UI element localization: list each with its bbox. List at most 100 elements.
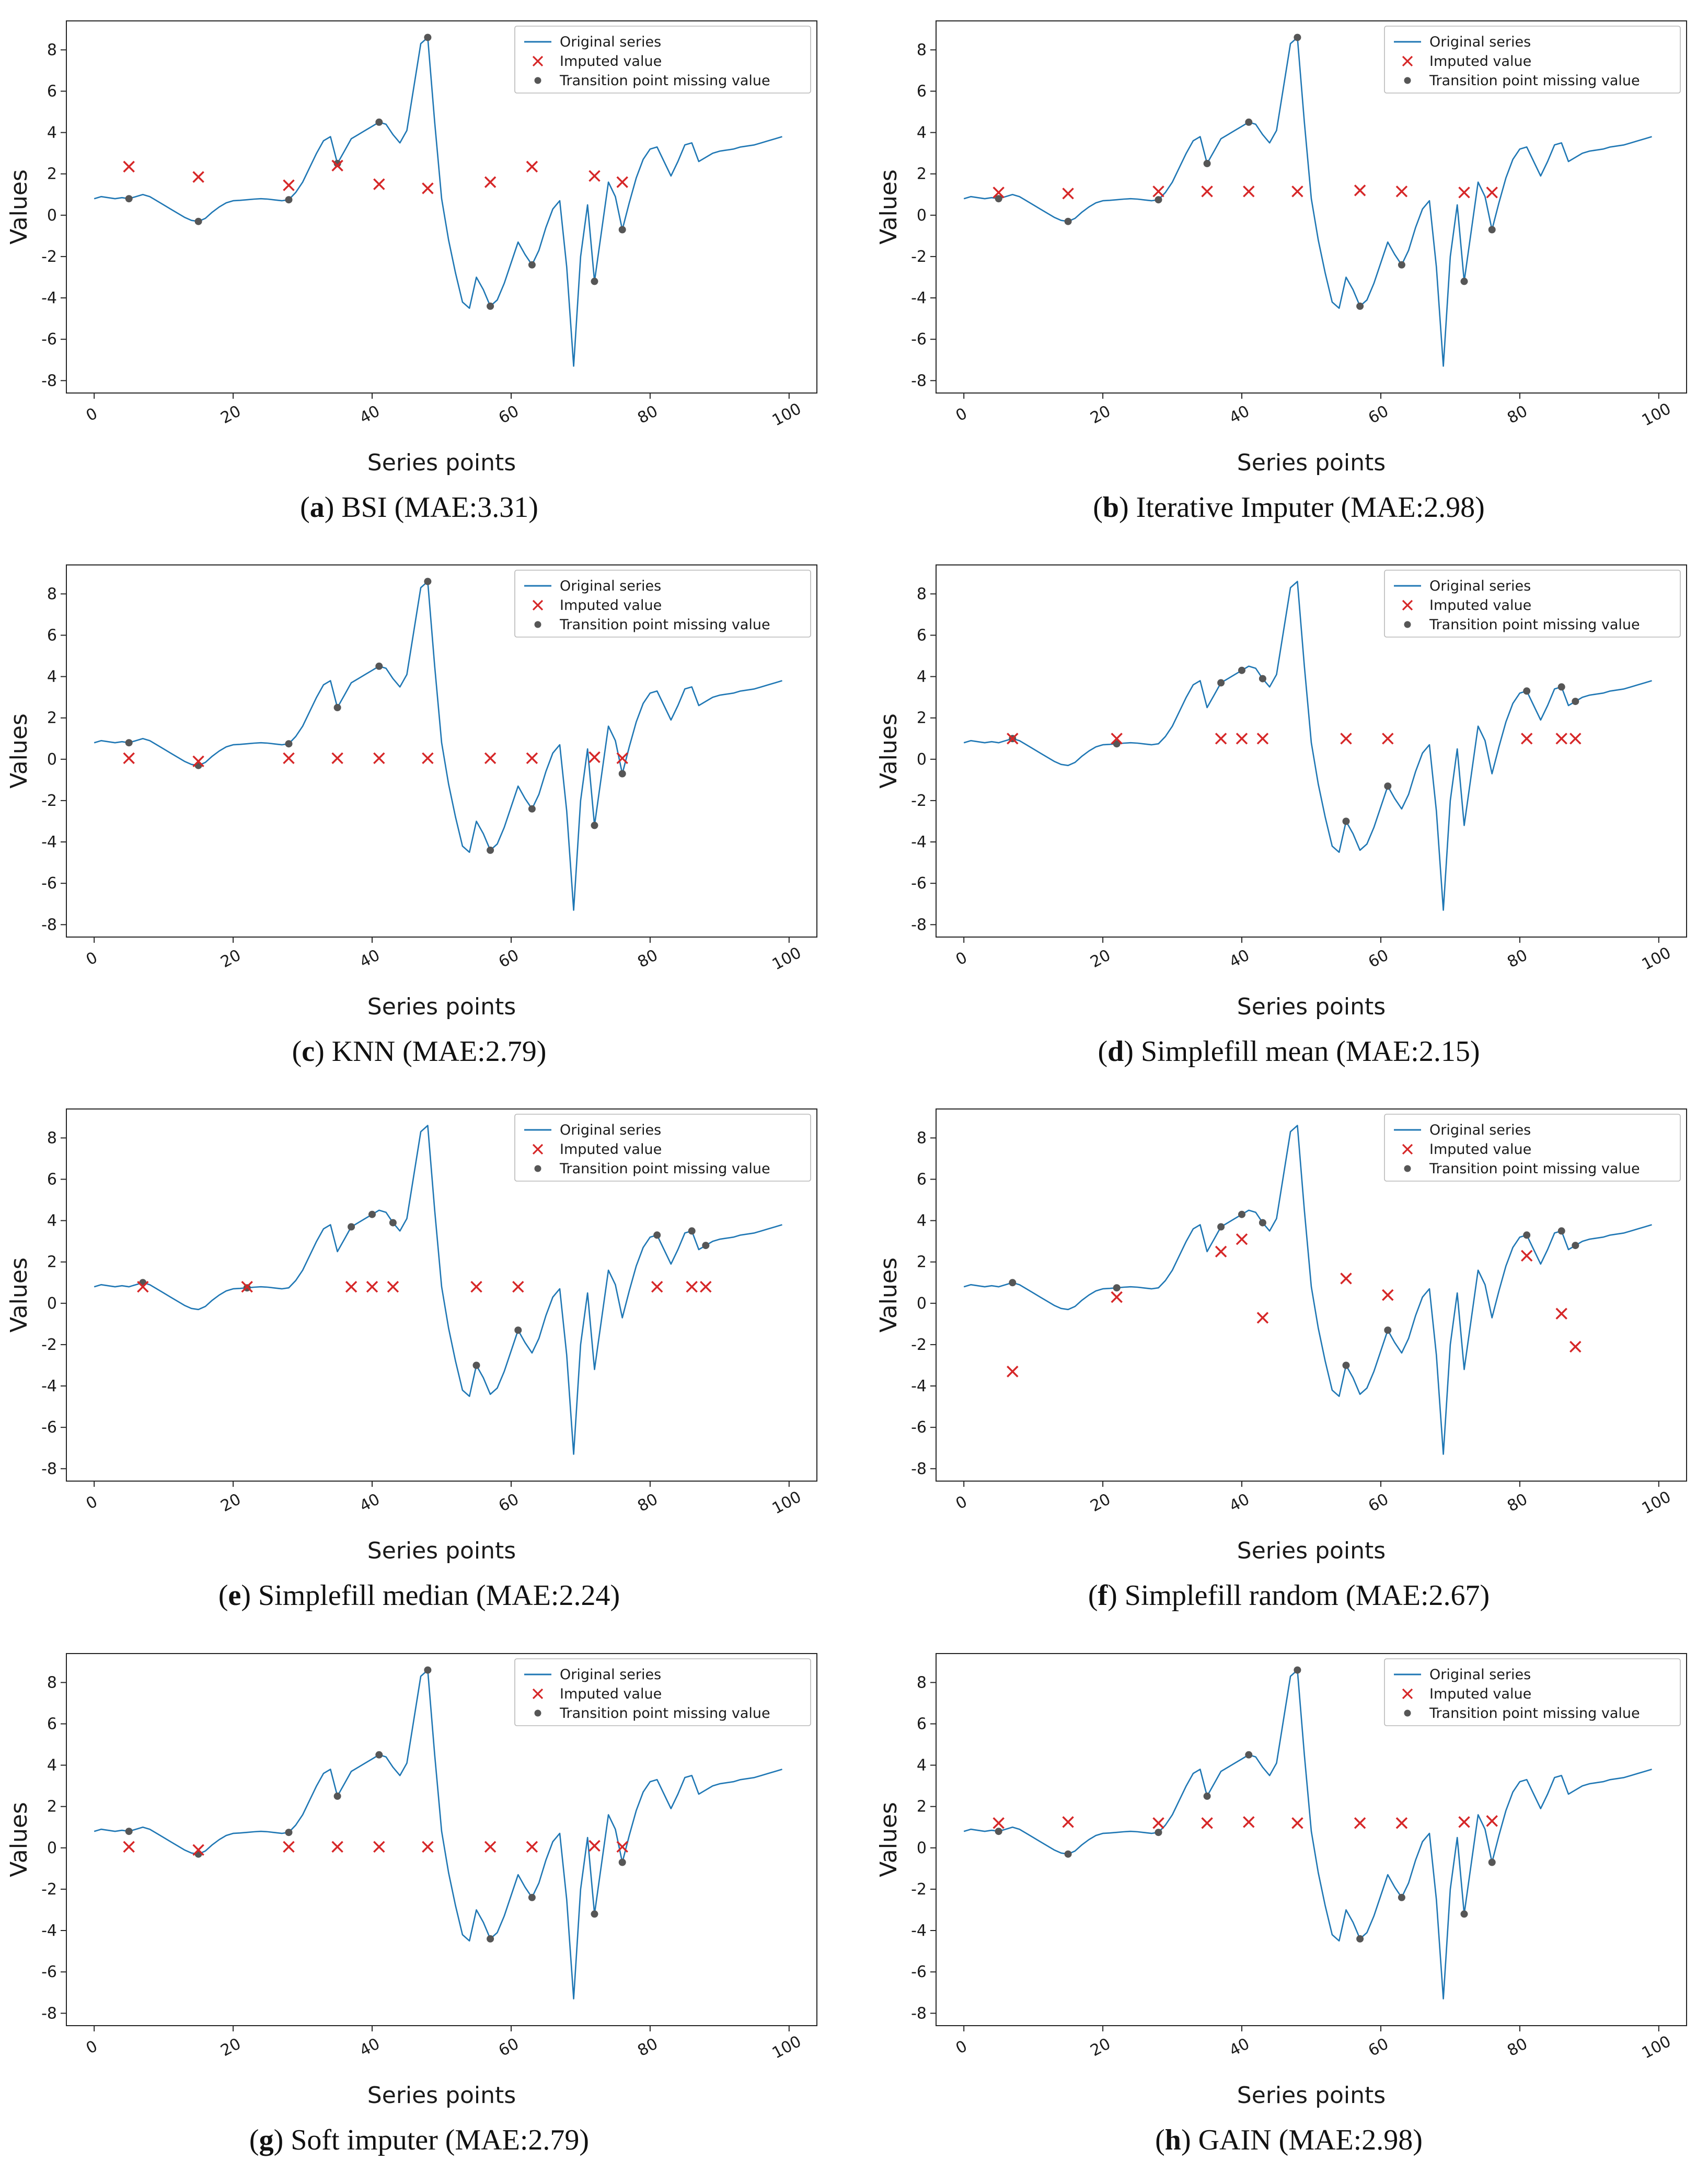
x-axis-ticks: 0 20 40 60 80 100 bbox=[83, 937, 804, 974]
caption-letter: b bbox=[1093, 491, 1128, 524]
caption-text: GAIN (MAE:2.98) bbox=[1198, 2123, 1423, 2156]
svg-text:-6: -6 bbox=[911, 1963, 927, 1981]
svg-text:100: 100 bbox=[769, 2032, 804, 2062]
x-axis-ticks: 0 20 40 60 80 100 bbox=[953, 1481, 1674, 1518]
svg-text:80: 80 bbox=[634, 402, 661, 427]
y-axis-label: Values bbox=[878, 169, 902, 245]
svg-text:40: 40 bbox=[356, 402, 383, 427]
svg-text:20: 20 bbox=[218, 402, 244, 427]
x-axis-label: Series points bbox=[367, 993, 516, 1020]
svg-text:0: 0 bbox=[47, 1295, 57, 1313]
caption-letter: h bbox=[1155, 2124, 1191, 2156]
legend-x-sample bbox=[1402, 600, 1413, 611]
chart-h: -8 -6 -4 -2 0 2 4 6 8 0 20 40 60 80 100 Original series… bbox=[875, 1643, 1700, 2113]
svg-text:0: 0 bbox=[953, 949, 970, 969]
svg-text:-6: -6 bbox=[911, 330, 927, 349]
svg-text:-4: -4 bbox=[41, 1922, 57, 1940]
svg-text:60: 60 bbox=[1365, 1490, 1391, 1516]
transition-markers bbox=[125, 1666, 626, 1943]
svg-text:0: 0 bbox=[47, 206, 57, 225]
imputed-markers bbox=[137, 1281, 712, 1293]
x-axis-ticks: 0 20 40 60 80 100 bbox=[83, 2025, 804, 2062]
svg-text:80: 80 bbox=[634, 1490, 661, 1516]
caption-letter: g bbox=[249, 2124, 283, 2156]
x-axis-ticks: 0 20 40 60 80 100 bbox=[83, 393, 804, 430]
legend-dot-sample bbox=[1404, 1709, 1411, 1717]
svg-text:-2: -2 bbox=[41, 1880, 57, 1898]
legend-x-sample bbox=[1402, 1144, 1413, 1155]
svg-text:Imputed value: Imputed value bbox=[560, 597, 662, 614]
svg-text:4: 4 bbox=[917, 124, 927, 142]
legend: Original series Imputed value Transition p… bbox=[1384, 570, 1681, 638]
transition-markers bbox=[1009, 666, 1579, 825]
imputed-markers bbox=[123, 1840, 628, 1856]
svg-text:-6: -6 bbox=[41, 330, 57, 349]
caption-b: bIterative Imputer (MAE:2.98) bbox=[1093, 490, 1485, 525]
svg-text:100: 100 bbox=[1639, 1488, 1674, 1518]
caption-f: fSimplefill random (MAE:2.67) bbox=[1088, 1578, 1490, 1613]
y-axis-ticks: -8 -6 -4 -2 0 2 4 6 8 bbox=[911, 1129, 936, 1478]
svg-text:Original series: Original series bbox=[1429, 1667, 1531, 1683]
svg-text:20: 20 bbox=[218, 946, 244, 972]
svg-text:4: 4 bbox=[47, 124, 57, 142]
caption-letter: f bbox=[1088, 1579, 1117, 1612]
caption-text: Simplefill median (MAE:2.24) bbox=[258, 1579, 620, 1612]
svg-text:Transition point missing value: Transition point missing value bbox=[1429, 1705, 1640, 1721]
svg-text:-2: -2 bbox=[41, 1336, 57, 1354]
svg-text:0: 0 bbox=[917, 750, 927, 769]
svg-text:60: 60 bbox=[495, 1490, 522, 1516]
y-axis-ticks: -8 -6 -4 -2 0 2 4 6 8 bbox=[41, 1673, 66, 2023]
svg-text:4: 4 bbox=[917, 1756, 927, 1774]
x-axis-label: Series points bbox=[367, 449, 516, 476]
svg-text:-4: -4 bbox=[41, 833, 57, 851]
transition-markers bbox=[995, 33, 1496, 310]
svg-text:-4: -4 bbox=[41, 289, 57, 307]
caption-text: Simplefill mean (MAE:2.15) bbox=[1140, 1035, 1480, 1068]
imputed-markers bbox=[1007, 733, 1582, 745]
svg-text:-4: -4 bbox=[911, 1922, 927, 1940]
chart-b: -8 -6 -4 -2 0 2 4 6 8 0 20 40 60 80 100 Original series… bbox=[875, 10, 1700, 481]
x-axis-ticks: 0 20 40 60 80 100 bbox=[953, 937, 1674, 974]
svg-text:40: 40 bbox=[356, 946, 383, 972]
svg-text:100: 100 bbox=[769, 1488, 804, 1518]
svg-text:100: 100 bbox=[1639, 944, 1674, 974]
transition-markers bbox=[125, 577, 626, 854]
svg-text:-6: -6 bbox=[911, 874, 927, 893]
legend: Original series Imputed value Transition p… bbox=[1384, 26, 1681, 94]
svg-text:-6: -6 bbox=[911, 1419, 927, 1437]
svg-text:Transition point missing value: Transition point missing value bbox=[559, 617, 770, 633]
legend-labels: Original series Imputed value Transition p… bbox=[1429, 578, 1640, 633]
legend-labels: Original series Imputed value Transition p… bbox=[1429, 34, 1640, 89]
svg-text:60: 60 bbox=[495, 402, 522, 427]
legend-labels: Original series Imputed value Transition p… bbox=[559, 1667, 770, 1721]
svg-text:6: 6 bbox=[917, 83, 927, 101]
svg-text:-2: -2 bbox=[911, 248, 927, 266]
chart-d: -8 -6 -4 -2 0 2 4 6 8 0 20 40 60 80 100 Original series… bbox=[875, 554, 1700, 1025]
svg-text:60: 60 bbox=[1365, 2035, 1391, 2060]
chart-e: -8 -6 -4 -2 0 2 4 6 8 0 20 40 60 80 100 Original series… bbox=[6, 1099, 830, 1569]
svg-text:Imputed value: Imputed value bbox=[1429, 1686, 1531, 1702]
svg-text:Original series: Original series bbox=[560, 1122, 661, 1138]
svg-text:20: 20 bbox=[1088, 1490, 1114, 1516]
svg-text:8: 8 bbox=[47, 41, 57, 59]
original-series-line bbox=[94, 1669, 782, 2000]
subplot-d: -8 -6 -4 -2 0 2 4 6 8 0 20 40 60 80 100 Original series… bbox=[875, 554, 1700, 1069]
caption-text: KNN (MAE:2.79) bbox=[331, 1035, 547, 1068]
caption-g: gSoft imputer (MAE:2.79) bbox=[249, 2123, 589, 2158]
svg-text:0: 0 bbox=[83, 949, 100, 969]
y-axis-label: Values bbox=[8, 713, 32, 789]
svg-text:Imputed value: Imputed value bbox=[1429, 53, 1531, 70]
caption-d: dSimplefill mean (MAE:2.15) bbox=[1098, 1034, 1480, 1069]
svg-text:Original series: Original series bbox=[560, 578, 661, 594]
x-axis-ticks: 0 20 40 60 80 100 bbox=[83, 1481, 804, 1518]
svg-text:80: 80 bbox=[1504, 1490, 1530, 1516]
legend-labels: Original series Imputed value Transition p… bbox=[559, 578, 770, 633]
svg-text:Imputed value: Imputed value bbox=[560, 53, 662, 70]
svg-text:20: 20 bbox=[218, 2035, 244, 2060]
svg-text:80: 80 bbox=[634, 946, 661, 972]
